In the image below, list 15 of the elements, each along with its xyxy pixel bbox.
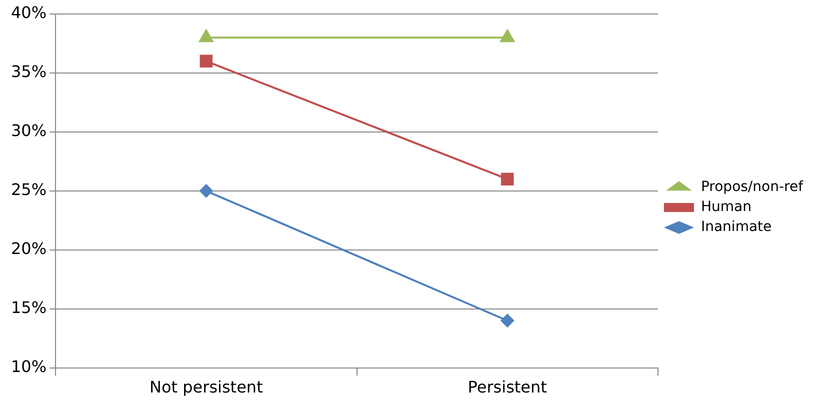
legend-label: Inanimate — [700, 219, 772, 236]
x-tick-label: Persistent — [468, 378, 547, 397]
y-tick-label: 20% — [11, 239, 47, 258]
point — [199, 184, 214, 198]
y-tick-label: 35% — [11, 62, 47, 82]
x-tick-label: Not persistent — [149, 378, 263, 397]
y-tick-label: 25% — [11, 180, 47, 200]
y-tick-label: 10% — [11, 356, 47, 376]
point — [500, 314, 514, 328]
point — [501, 172, 514, 186]
legend-label: Human — [700, 199, 752, 216]
y-tick-label: 40% — [11, 3, 47, 22]
y-tick-label: 30% — [11, 121, 47, 140]
legend-label: Propos/non-ref — [700, 179, 804, 196]
y-tick-label: 15% — [11, 298, 47, 317]
